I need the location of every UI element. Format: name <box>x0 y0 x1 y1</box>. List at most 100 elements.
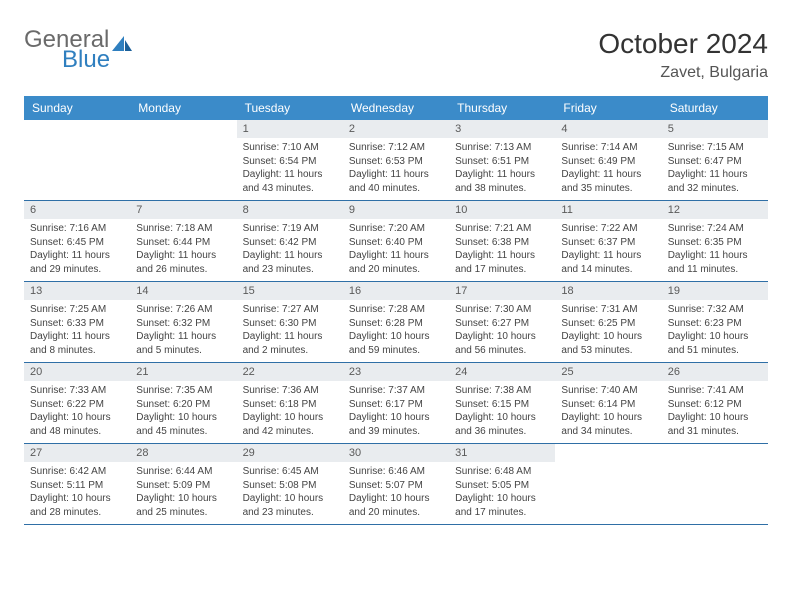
sunrise-text: Sunrise: 7:40 AM <box>561 384 655 398</box>
day-body: Sunrise: 7:36 AMSunset: 6:18 PMDaylight:… <box>237 381 343 442</box>
sunset-text: Sunset: 6:22 PM <box>30 398 124 412</box>
sunset-text: Sunset: 6:45 PM <box>30 236 124 250</box>
sunrise-text: Sunrise: 7:33 AM <box>30 384 124 398</box>
day-body: Sunrise: 6:48 AMSunset: 5:05 PMDaylight:… <box>449 462 555 523</box>
day-body: Sunrise: 6:42 AMSunset: 5:11 PMDaylight:… <box>24 462 130 523</box>
daylight-text: Daylight: 11 hours and 8 minutes. <box>30 330 124 357</box>
sunrise-text: Sunrise: 7:26 AM <box>136 303 230 317</box>
day-cell: 23Sunrise: 7:37 AMSunset: 6:17 PMDayligh… <box>343 363 449 443</box>
daylight-text: Daylight: 11 hours and 23 minutes. <box>243 249 337 276</box>
sunset-text: Sunset: 6:30 PM <box>243 317 337 331</box>
day-cell-empty <box>24 120 130 200</box>
day-body: Sunrise: 7:14 AMSunset: 6:49 PMDaylight:… <box>555 138 661 199</box>
logo-text-blue: Blue <box>62 48 133 72</box>
sunrise-text: Sunrise: 7:31 AM <box>561 303 655 317</box>
day-cell: 26Sunrise: 7:41 AMSunset: 6:12 PMDayligh… <box>662 363 768 443</box>
day-body: Sunrise: 7:37 AMSunset: 6:17 PMDaylight:… <box>343 381 449 442</box>
week-row: 1Sunrise: 7:10 AMSunset: 6:54 PMDaylight… <box>24 120 768 201</box>
day-body: Sunrise: 7:28 AMSunset: 6:28 PMDaylight:… <box>343 300 449 361</box>
day-cell-empty <box>130 120 236 200</box>
day-body: Sunrise: 7:19 AMSunset: 6:42 PMDaylight:… <box>237 219 343 280</box>
daylight-text: Daylight: 10 hours and 56 minutes. <box>455 330 549 357</box>
daylight-text: Daylight: 11 hours and 17 minutes. <box>455 249 549 276</box>
day-body: Sunrise: 7:12 AMSunset: 6:53 PMDaylight:… <box>343 138 449 199</box>
day-body: Sunrise: 7:38 AMSunset: 6:15 PMDaylight:… <box>449 381 555 442</box>
sunrise-text: Sunrise: 7:27 AM <box>243 303 337 317</box>
day-cell: 31Sunrise: 6:48 AMSunset: 5:05 PMDayligh… <box>449 444 555 524</box>
sunset-text: Sunset: 6:54 PM <box>243 155 337 169</box>
sunrise-text: Sunrise: 7:15 AM <box>668 141 762 155</box>
sunset-text: Sunset: 5:07 PM <box>349 479 443 493</box>
sunset-text: Sunset: 6:35 PM <box>668 236 762 250</box>
daylight-text: Daylight: 10 hours and 51 minutes. <box>668 330 762 357</box>
daylight-text: Daylight: 10 hours and 23 minutes. <box>243 492 337 519</box>
sunset-text: Sunset: 6:49 PM <box>561 155 655 169</box>
sunset-text: Sunset: 6:33 PM <box>30 317 124 331</box>
sunrise-text: Sunrise: 7:28 AM <box>349 303 443 317</box>
sunrise-text: Sunrise: 6:46 AM <box>349 465 443 479</box>
day-body: Sunrise: 7:15 AMSunset: 6:47 PMDaylight:… <box>662 138 768 199</box>
day-body: Sunrise: 7:20 AMSunset: 6:40 PMDaylight:… <box>343 219 449 280</box>
daylight-text: Daylight: 10 hours and 31 minutes. <box>668 411 762 438</box>
weekday-header: Sunday <box>24 96 130 120</box>
sunset-text: Sunset: 6:17 PM <box>349 398 443 412</box>
day-cell: 16Sunrise: 7:28 AMSunset: 6:28 PMDayligh… <box>343 282 449 362</box>
day-number: 2 <box>343 120 449 138</box>
day-cell: 1Sunrise: 7:10 AMSunset: 6:54 PMDaylight… <box>237 120 343 200</box>
day-cell: 29Sunrise: 6:45 AMSunset: 5:08 PMDayligh… <box>237 444 343 524</box>
daylight-text: Daylight: 11 hours and 32 minutes. <box>668 168 762 195</box>
day-number: 3 <box>449 120 555 138</box>
day-cell: 12Sunrise: 7:24 AMSunset: 6:35 PMDayligh… <box>662 201 768 281</box>
day-cell: 9Sunrise: 7:20 AMSunset: 6:40 PMDaylight… <box>343 201 449 281</box>
day-cell: 30Sunrise: 6:46 AMSunset: 5:07 PMDayligh… <box>343 444 449 524</box>
day-body: Sunrise: 7:40 AMSunset: 6:14 PMDaylight:… <box>555 381 661 442</box>
sunrise-text: Sunrise: 7:38 AM <box>455 384 549 398</box>
daylight-text: Daylight: 10 hours and 59 minutes. <box>349 330 443 357</box>
sunrise-text: Sunrise: 7:20 AM <box>349 222 443 236</box>
day-cell: 24Sunrise: 7:38 AMSunset: 6:15 PMDayligh… <box>449 363 555 443</box>
day-body: Sunrise: 7:30 AMSunset: 6:27 PMDaylight:… <box>449 300 555 361</box>
weekday-header: Wednesday <box>343 96 449 120</box>
sunrise-text: Sunrise: 7:16 AM <box>30 222 124 236</box>
sunset-text: Sunset: 6:27 PM <box>455 317 549 331</box>
sunset-text: Sunset: 6:20 PM <box>136 398 230 412</box>
day-cell: 4Sunrise: 7:14 AMSunset: 6:49 PMDaylight… <box>555 120 661 200</box>
sunset-text: Sunset: 6:12 PM <box>668 398 762 412</box>
sunset-text: Sunset: 6:51 PM <box>455 155 549 169</box>
daylight-text: Daylight: 11 hours and 2 minutes. <box>243 330 337 357</box>
sunrise-text: Sunrise: 6:48 AM <box>455 465 549 479</box>
day-number: 16 <box>343 282 449 300</box>
month-title: October 2024 <box>598 28 768 60</box>
day-number: 21 <box>130 363 236 381</box>
day-body: Sunrise: 7:26 AMSunset: 6:32 PMDaylight:… <box>130 300 236 361</box>
day-number: 11 <box>555 201 661 219</box>
sunrise-text: Sunrise: 7:32 AM <box>668 303 762 317</box>
day-number: 23 <box>343 363 449 381</box>
location: Zavet, Bulgaria <box>598 64 768 82</box>
sunset-text: Sunset: 5:05 PM <box>455 479 549 493</box>
daylight-text: Daylight: 11 hours and 14 minutes. <box>561 249 655 276</box>
day-number: 6 <box>24 201 130 219</box>
day-number: 27 <box>24 444 130 462</box>
weekday-header: Tuesday <box>237 96 343 120</box>
weekday-header: Monday <box>130 96 236 120</box>
daylight-text: Daylight: 11 hours and 43 minutes. <box>243 168 337 195</box>
day-cell: 19Sunrise: 7:32 AMSunset: 6:23 PMDayligh… <box>662 282 768 362</box>
day-body: Sunrise: 7:25 AMSunset: 6:33 PMDaylight:… <box>24 300 130 361</box>
sunrise-text: Sunrise: 7:13 AM <box>455 141 549 155</box>
daylight-text: Daylight: 10 hours and 28 minutes. <box>30 492 124 519</box>
daylight-text: Daylight: 10 hours and 20 minutes. <box>349 492 443 519</box>
sunrise-text: Sunrise: 7:22 AM <box>561 222 655 236</box>
day-body: Sunrise: 7:21 AMSunset: 6:38 PMDaylight:… <box>449 219 555 280</box>
sunset-text: Sunset: 6:14 PM <box>561 398 655 412</box>
sunset-text: Sunset: 6:32 PM <box>136 317 230 331</box>
calendar: SundayMondayTuesdayWednesdayThursdayFrid… <box>24 96 768 525</box>
sunrise-text: Sunrise: 6:42 AM <box>30 465 124 479</box>
day-cell: 15Sunrise: 7:27 AMSunset: 6:30 PMDayligh… <box>237 282 343 362</box>
daylight-text: Daylight: 11 hours and 20 minutes. <box>349 249 443 276</box>
day-cell: 14Sunrise: 7:26 AMSunset: 6:32 PMDayligh… <box>130 282 236 362</box>
day-number: 22 <box>237 363 343 381</box>
day-number: 19 <box>662 282 768 300</box>
day-number: 24 <box>449 363 555 381</box>
day-body: Sunrise: 7:24 AMSunset: 6:35 PMDaylight:… <box>662 219 768 280</box>
